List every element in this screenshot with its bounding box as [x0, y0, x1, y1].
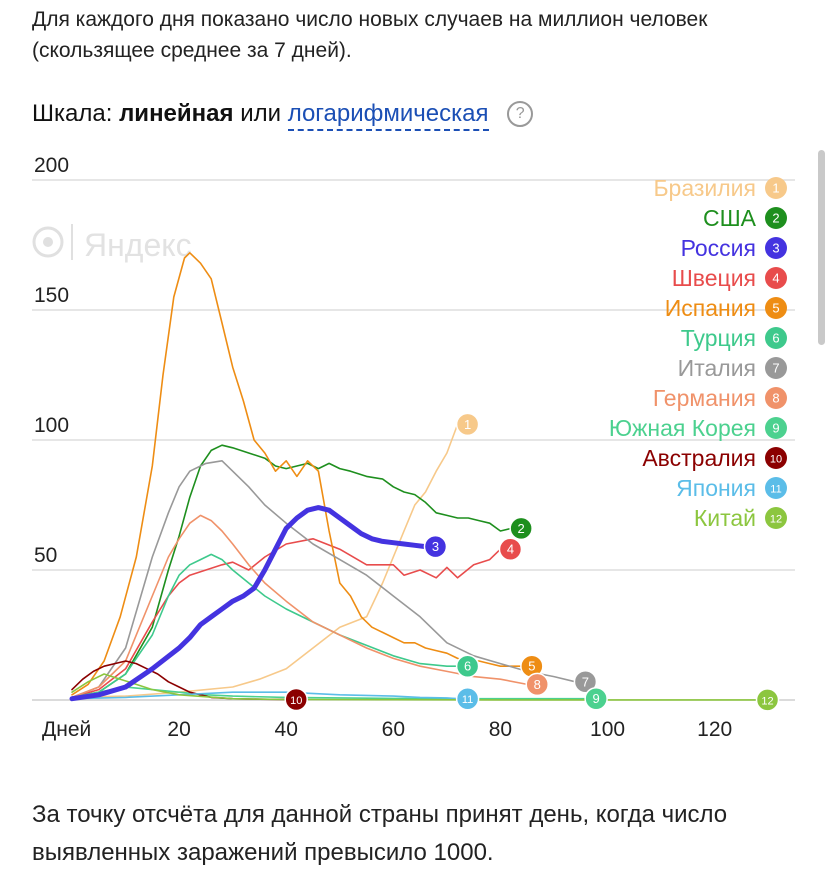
- legend: Бразилия 1 США 2 Россия 3 Швеция 4 Испания 5 Турци…: [609, 175, 787, 531]
- series-line-7: [71, 460, 577, 699]
- legend-marker-7: [765, 357, 787, 379]
- end-marker-6: [455, 654, 480, 678]
- yandex-watermark: Яндекс: [32, 224, 192, 263]
- end-marker-label: 8: [534, 677, 541, 692]
- series-line-1: [71, 423, 459, 699]
- legend-item-label: Южная Корея: [609, 415, 756, 441]
- x-tick-label: 120: [697, 718, 732, 741]
- legend-marker-label: 3: [772, 241, 779, 256]
- series-lines: [69, 252, 759, 702]
- end-marker-4: [498, 537, 523, 561]
- y-tick-label: 100: [34, 414, 69, 437]
- legend-marker-5: [765, 297, 787, 319]
- series-line-2: [71, 444, 512, 699]
- scale-switcher: Шкала: линейная или логарифмическая ?: [32, 100, 534, 131]
- legend-item-label: Италия: [678, 355, 756, 381]
- legend-marker-label: 12: [770, 514, 782, 526]
- legend-item-label: Швеция: [672, 265, 756, 291]
- legend-item-label: Бразилия: [653, 175, 756, 201]
- end-marker-label: 5: [528, 659, 535, 674]
- legend-item-label: Турция: [681, 325, 756, 351]
- legend-marker-label: 8: [772, 391, 779, 406]
- legend-marker-2: [765, 207, 787, 229]
- end-marker-label: 9: [593, 691, 600, 706]
- x-axis-title: Дней: [42, 718, 91, 741]
- end-marker-11: [455, 686, 480, 711]
- series-line-9: [71, 686, 587, 700]
- end-marker-1: [455, 412, 480, 437]
- y-tick-label: 200: [34, 154, 69, 177]
- end-marker-9: [584, 686, 608, 711]
- end-marker-label: 11: [462, 694, 473, 706]
- legend-item-label: Австралия: [642, 445, 756, 471]
- end-marker-8: [525, 672, 549, 697]
- legend-marker-label: 10: [770, 454, 782, 466]
- legend-marker-6: [765, 327, 787, 349]
- chart-description: Для каждого дня показано число новых слу…: [32, 8, 708, 62]
- legend-item-label: США: [703, 205, 757, 231]
- legend-marker-label: 1: [772, 181, 779, 196]
- end-marker-label: 12: [761, 695, 773, 707]
- footnote: За точку отсчёта для данной страны приня…: [32, 801, 728, 866]
- end-marker-3: [423, 534, 448, 559]
- series-line-11: [71, 691, 459, 700]
- legend-marker-9: [765, 417, 787, 439]
- y-axis: 50 100 150 200: [34, 154, 69, 567]
- legend-marker-label: 7: [772, 361, 779, 376]
- scale-or-text: или: [240, 100, 282, 127]
- end-marker-10: [284, 687, 308, 712]
- series-line-12: [71, 673, 759, 701]
- legend-marker-12: [765, 507, 787, 529]
- legend-marker-label: 2: [772, 211, 779, 226]
- x-tick-label: 20: [167, 718, 190, 741]
- legend-marker-4: [765, 267, 787, 289]
- end-marker-label: 3: [432, 539, 439, 554]
- legend-item-label: Германия: [653, 385, 756, 411]
- end-marker-label: 4: [507, 542, 514, 557]
- legend-marker-label: 6: [772, 331, 779, 346]
- y-tick-label: 50: [34, 544, 57, 567]
- end-marker-12: [755, 688, 780, 712]
- x-tick-label: 60: [382, 718, 405, 741]
- legend-item-label: Китай: [694, 505, 756, 531]
- help-icon[interactable]: ?: [507, 101, 534, 127]
- legend-marker-11: [765, 477, 787, 499]
- y-tick-label: 150: [34, 284, 69, 307]
- end-marker-label: 1: [464, 417, 471, 432]
- series-line-4: [71, 538, 502, 699]
- legend-marker-label: 4: [772, 271, 779, 286]
- legend-marker-label: 11: [770, 484, 781, 496]
- watermark-text: Яндекс: [84, 227, 192, 263]
- scale-label: Шкала:: [32, 100, 113, 127]
- end-marker-label: 2: [518, 521, 525, 536]
- legend-item-label: Япония: [676, 475, 756, 501]
- series-line-8: [71, 514, 528, 699]
- legend-marker-10: [765, 447, 787, 469]
- legend-marker-8: [765, 387, 787, 409]
- x-axis: Дней 20 40 60 80 100 120: [42, 718, 732, 741]
- x-tick-label: 40: [275, 718, 298, 741]
- series-line-6: [71, 553, 459, 699]
- legend-marker-1: [765, 177, 787, 199]
- scrollbar[interactable]: [818, 150, 825, 345]
- end-marker-2: [509, 516, 533, 541]
- legend-marker-3: [765, 237, 787, 259]
- legend-marker-label: 5: [772, 301, 779, 316]
- end-marker-label: 6: [464, 659, 471, 674]
- legend-item-label: Испания: [665, 295, 756, 321]
- series-line-3: [69, 505, 428, 702]
- scale-log-option[interactable]: логарифмическая: [287, 100, 489, 131]
- legend-item-label: Россия: [681, 235, 756, 261]
- x-tick-label: 100: [590, 718, 625, 741]
- x-tick-label: 80: [489, 718, 512, 741]
- end-marker-7: [573, 670, 598, 694]
- legend-marker-label: 9: [772, 421, 779, 436]
- scale-linear-option[interactable]: линейная: [119, 100, 234, 127]
- end-marker-label: 10: [290, 695, 302, 707]
- series-line-5: [71, 252, 523, 696]
- end-marker-label: 7: [582, 674, 589, 689]
